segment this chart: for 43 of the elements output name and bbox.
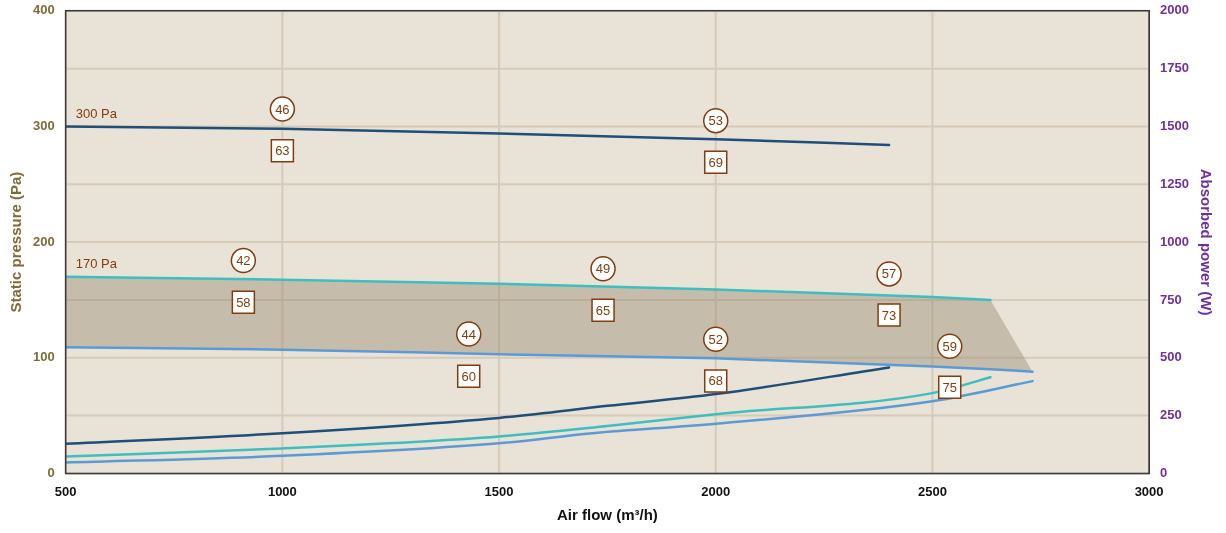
annotation: 75 [942,379,957,395]
annotation: 58 [236,294,251,310]
x-tick-label: 2000 [701,483,731,499]
x-tick-label: 1000 [267,483,297,499]
y2-axis-title: Absorbed power (W) [1197,168,1215,316]
y-tick-label: 300 [32,118,55,134]
annotation: 60 [461,368,476,384]
series-label: 170 Pa [75,255,118,271]
x-tick-label: 1500 [484,483,514,499]
line-series [65,366,891,446]
annotation: 53 [708,113,723,129]
series-label: 300 Pa [75,105,118,121]
annotation: 65 [595,302,611,318]
annotation: 68 [708,373,723,389]
y-tick-label: 100 [32,349,55,365]
line-series [65,125,891,147]
annotation: 73 [881,307,897,323]
y2-tick-label: 0 [1160,464,1168,480]
annotation: 46 [275,101,290,117]
y-tick-label: 400 [32,2,55,18]
annotation: 69 [708,154,723,170]
y-tick-label: 200 [32,233,55,249]
x-tick-label: 2500 [917,483,947,499]
x-tick-label: 3000 [1134,483,1164,499]
y2-tick-label: 2000 [1160,2,1189,18]
x-axis-title: Air flow (m³/h) [556,506,658,524]
annotation: 52 [708,331,723,347]
y2-tick-label: 750 [1160,291,1182,307]
y-axis-title: Static pressure (Pa) [7,171,25,313]
annotation: 57 [881,266,897,282]
annotation: 42 [236,253,251,269]
y2-tick-label: 1250 [1160,175,1189,191]
annotation: 59 [942,338,957,354]
x-tick-label: 500 [54,483,77,499]
y2-tick-label: 1000 [1160,233,1189,249]
y2-tick-label: 250 [1160,407,1182,423]
y2-tick-label: 1750 [1160,60,1189,76]
annotation: 63 [275,143,290,159]
y2-tick-label: 1500 [1160,118,1189,134]
y2-tick-label: 500 [1160,349,1182,365]
y-tick-label: 0 [47,464,55,480]
annotation: 44 [461,326,476,342]
annotation: 49 [595,261,611,277]
